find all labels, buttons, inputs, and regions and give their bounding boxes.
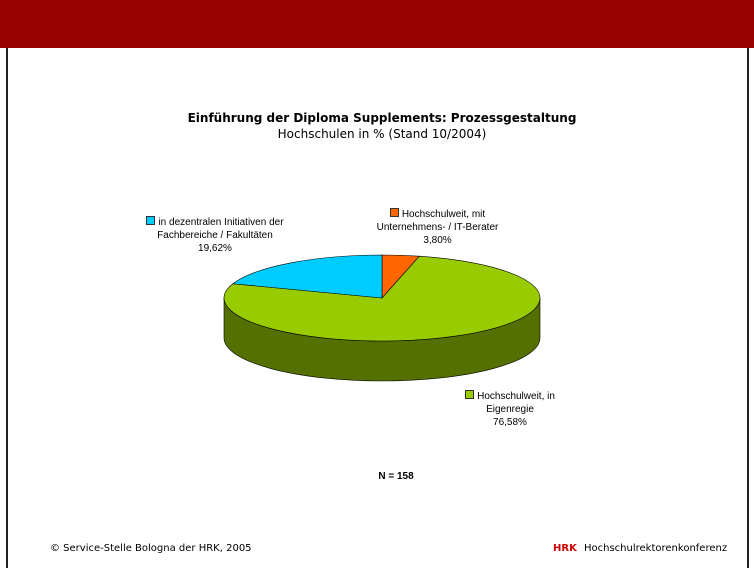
header-band [0, 0, 754, 48]
value-label: 19,62% [198, 243, 232, 254]
value-label: 76,58% [493, 417, 527, 428]
category-label: Hochschulweit, mit Unternehmens- / IT-Be… [376, 209, 499, 233]
chart-title: Einführung der Diploma Supplements: Proz… [188, 111, 577, 125]
slice-label: Hochschulweit, mit Unternehmens- / IT-Be… [365, 208, 510, 247]
pie-slice [232, 254, 383, 299]
category-label: in dezentralen Initiativen der Fachberei… [157, 217, 284, 241]
copyright: © Service-Stelle Bologna der HRK, 2005 [50, 543, 252, 554]
legend-marker [389, 208, 399, 217]
sample-size: N = 158 [378, 471, 414, 482]
value-label: 3,80% [423, 235, 452, 246]
pie-slice [223, 255, 541, 342]
legend-marker [146, 216, 156, 225]
slice-label: in dezentralen Initiativen der Fachberei… [130, 216, 300, 255]
slice-label: Hochschulweit, in Eigenregie 76,58% [455, 390, 565, 429]
legend-marker [465, 390, 475, 399]
chart-subtitle: Hochschulen in % (Stand 10/2004) [278, 127, 487, 141]
organization: Hochschulrektorenkonferenz [584, 543, 727, 554]
brand: HRK [553, 543, 578, 554]
category-label: Hochschulweit, in Eigenregie [477, 391, 555, 415]
